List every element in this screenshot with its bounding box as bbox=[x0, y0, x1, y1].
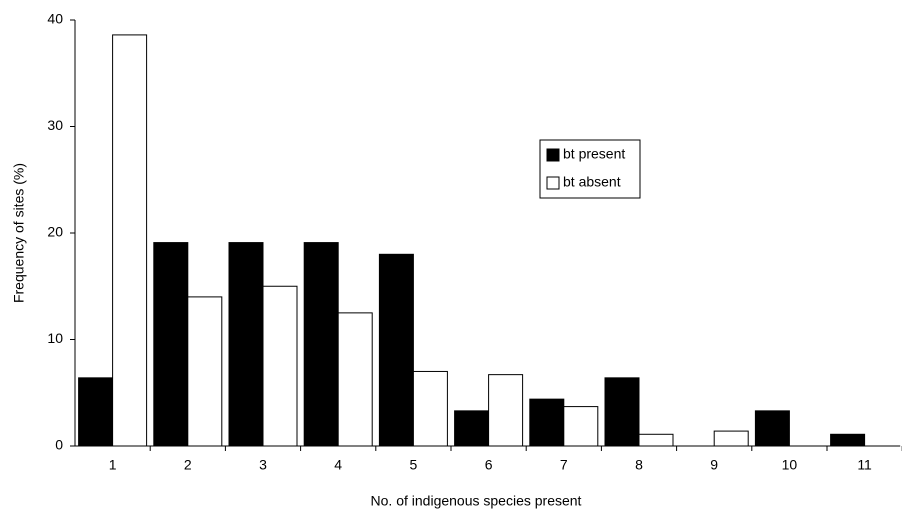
x-tick-label: 3 bbox=[259, 457, 267, 473]
x-axis-label: No. of indigenous species present bbox=[371, 493, 582, 509]
bar bbox=[112, 34, 148, 447]
legend-label: bt absent bbox=[563, 174, 621, 190]
y-tick-label: 10 bbox=[47, 330, 63, 346]
bar bbox=[187, 296, 223, 447]
legend-swatch bbox=[546, 176, 560, 190]
bar bbox=[78, 377, 114, 447]
x-tick-label: 2 bbox=[184, 457, 192, 473]
bar bbox=[488, 374, 524, 447]
y-tick-label: 30 bbox=[47, 117, 63, 133]
bar bbox=[228, 242, 264, 447]
y-tick-label: 20 bbox=[47, 224, 63, 240]
bar bbox=[604, 377, 640, 447]
bar bbox=[153, 242, 189, 447]
x-tick-label: 6 bbox=[485, 457, 493, 473]
x-tick-label: 10 bbox=[782, 457, 798, 473]
y-tick-label: 40 bbox=[47, 11, 63, 27]
bar bbox=[262, 285, 298, 447]
legend-swatch bbox=[546, 148, 560, 162]
x-tick-label: 5 bbox=[410, 457, 418, 473]
bar bbox=[638, 433, 674, 447]
bar bbox=[529, 398, 565, 447]
bar bbox=[563, 406, 599, 447]
x-tick-label: 9 bbox=[710, 457, 718, 473]
bar bbox=[830, 433, 866, 447]
x-tick-label: 11 bbox=[857, 457, 872, 473]
y-tick-label: 0 bbox=[55, 437, 63, 453]
bar bbox=[303, 242, 339, 447]
x-tick-label: 1 bbox=[109, 457, 117, 473]
legend-label: bt present bbox=[563, 146, 625, 162]
bar bbox=[337, 312, 373, 447]
x-tick-label: 4 bbox=[334, 457, 342, 473]
bar bbox=[754, 410, 790, 447]
bar bbox=[412, 370, 448, 447]
bar bbox=[454, 410, 490, 447]
y-axis-label: Frequency of sites (%) bbox=[11, 163, 27, 303]
bar bbox=[713, 430, 749, 447]
x-tick-label: 8 bbox=[635, 457, 643, 473]
bar bbox=[378, 253, 414, 447]
x-tick-label: 7 bbox=[560, 457, 568, 473]
